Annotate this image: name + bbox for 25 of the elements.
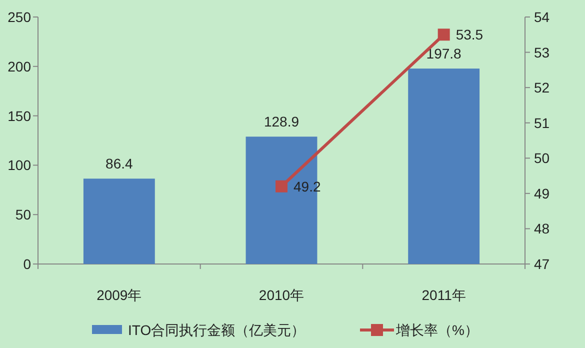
x-tick-label: 2010年 — [258, 287, 304, 303]
legend-label: ITO合同执行金额（亿美元） — [128, 322, 306, 338]
data-label: 197.8 — [426, 46, 462, 62]
y-tick-label: 100 — [8, 157, 32, 174]
data-label: 128.9 — [264, 114, 300, 130]
y2-tick-label: 47 — [534, 256, 550, 272]
y2-tick-label: 54 — [534, 9, 550, 25]
data-label: 86.4 — [106, 156, 134, 172]
bar — [408, 68, 480, 264]
y2-tick-label: 48 — [534, 220, 550, 237]
y-tick-label: 200 — [8, 58, 32, 74]
bar — [83, 178, 155, 264]
y2-tick-label: 50 — [534, 150, 550, 166]
data-label: 53.5 — [456, 26, 484, 43]
y-tick-label: 0 — [23, 256, 32, 272]
legend-label: 增长率（%） — [395, 322, 478, 338]
y2-tick-label: 53 — [534, 44, 550, 60]
y-tick-label: 250 — [8, 9, 32, 25]
y-tick-label: 50 — [15, 206, 32, 223]
y2-tick-label: 52 — [534, 80, 550, 96]
y-tick-label: 150 — [8, 108, 32, 124]
y2-tick-label: 49 — [534, 185, 550, 202]
x-tick-label: 2009年 — [96, 287, 142, 303]
y2-tick-label: 51 — [534, 114, 550, 131]
x-tick-label: 2011年 — [422, 287, 466, 303]
